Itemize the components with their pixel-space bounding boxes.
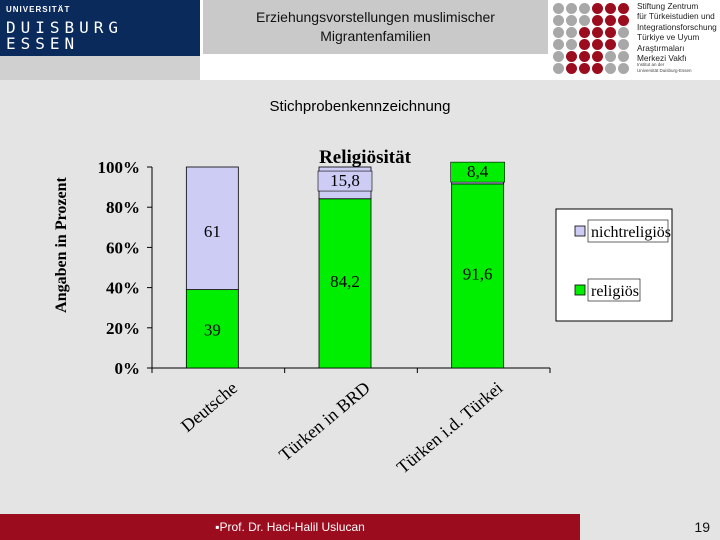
- legend-swatch-nichtreligioes: [574, 225, 586, 237]
- logo-dot: [618, 27, 629, 38]
- data-label-nichtreligioes: 8,4: [467, 162, 489, 181]
- legend-label-religioes: religiös: [591, 283, 639, 300]
- university-name-line1: DUISBURG: [6, 18, 124, 37]
- logo-dot: [566, 63, 577, 74]
- logo-strip: [0, 56, 200, 80]
- logo-dot: [618, 3, 629, 14]
- data-label-box: [450, 161, 505, 183]
- institute-line: Türkiye ve Uyum: [637, 32, 700, 43]
- logo-dot: [605, 39, 616, 50]
- logo-dot: [592, 15, 603, 26]
- y-tick-label: 80%: [106, 198, 140, 217]
- bar-religioes: [185, 289, 239, 369]
- y-tick-label: 100%: [98, 158, 141, 177]
- data-label-religioes: 91,6: [463, 265, 493, 284]
- y-axis-label: Angaben in Prozent: [53, 176, 70, 312]
- institute-line: Merkezi Vakfı: [637, 53, 687, 64]
- footer-bar: ▪Prof. Dr. Haci-Halil Uslucan: [0, 514, 580, 540]
- logo-dot: [618, 39, 629, 50]
- footer-author: ▪Prof. Dr. Haci-Halil Uslucan: [215, 520, 365, 534]
- bar-religioes: [318, 198, 372, 369]
- university-logo: UNIVERSITÄT DUISBURG ESSEN: [0, 0, 200, 56]
- logo-dot: [566, 51, 577, 62]
- logo-dot: [553, 39, 564, 50]
- affiliation-line: Institut an der: [637, 62, 665, 67]
- university-name-line2: ESSEN: [6, 34, 80, 53]
- institute-affiliation: Institut an der Universität Duisburg-Ess…: [637, 62, 692, 73]
- legend-label-box: [587, 278, 641, 302]
- y-tick-label: 0%: [115, 359, 141, 378]
- data-label-nichtreligioes: 15,8: [330, 171, 360, 190]
- logo-dot: [579, 15, 590, 26]
- header: UNIVERSITÄT DUISBURG ESSEN Erziehungsvor…: [0, 0, 720, 80]
- university-label: UNIVERSITÄT: [6, 5, 71, 14]
- y-tick-label: 40%: [106, 279, 140, 298]
- institute-line: für Türkeistudien und: [637, 11, 715, 22]
- page-number: 19: [694, 519, 710, 535]
- affiliation-line: Universität Duisburg-Essen: [637, 67, 692, 73]
- institute-line: Stiftung Zentrum: [637, 1, 699, 11]
- logo-dot: [579, 3, 590, 14]
- data-label-box: [317, 170, 373, 192]
- logo-dot: [566, 15, 577, 26]
- logo-dot: [592, 63, 603, 74]
- bar-nichtreligioes: [185, 166, 239, 291]
- institute-logo-dots: [553, 3, 633, 75]
- logo-dot: [566, 3, 577, 14]
- y-tick-label: 20%: [106, 319, 140, 338]
- logo-dot: [605, 63, 616, 74]
- logo-dot: [553, 51, 564, 62]
- logo-dot: [592, 27, 603, 38]
- presentation-title: Erziehungsvorstellungen muslimischer Mig…: [203, 0, 548, 54]
- logo-dot: [579, 27, 590, 38]
- bar-religioes: [451, 183, 505, 369]
- logo-dot: [592, 51, 603, 62]
- title-line-1: Erziehungsvorstellungen muslimischer: [256, 9, 495, 25]
- legend-label-box: [587, 219, 669, 243]
- logo-dot: [566, 27, 577, 38]
- institute-line: Araştırmaları: [637, 42, 685, 53]
- logo-dot: [553, 3, 564, 14]
- logo-dot: [605, 51, 616, 62]
- data-label-nichtreligioes: 61: [204, 222, 221, 241]
- logo-dot: [605, 27, 616, 38]
- title-line-2: Migrantenfamilien: [320, 28, 431, 44]
- x-category-label: Türken i.d. Türkei: [393, 378, 507, 478]
- logo-dot: [553, 15, 564, 26]
- logo-dot: [618, 51, 629, 62]
- chart-title: Religiösität: [319, 147, 411, 168]
- x-category-label: Türken in BRD: [275, 378, 374, 465]
- data-label-religioes: 84,2: [330, 272, 360, 291]
- y-tick-label: 60%: [106, 238, 140, 257]
- logo-dot: [566, 39, 577, 50]
- legend-swatch-religioes: [574, 284, 586, 296]
- institute-name: Stiftung Zentrum für Türkeistudien und I…: [637, 1, 720, 63]
- logo-dot: [553, 63, 564, 74]
- logo-dot: [618, 63, 629, 74]
- logo-dot: [579, 39, 590, 50]
- logo-dot: [553, 27, 564, 38]
- religiositaet-chart: Religiösität Angaben in Prozent 0% 20% 40% 60…: [53, 147, 673, 478]
- logo-dot: [592, 39, 603, 50]
- logo-dot: [579, 51, 590, 62]
- data-label-religioes: 39: [204, 321, 221, 340]
- logo-dot: [605, 3, 616, 14]
- logo-dot: [618, 15, 629, 26]
- logo-dot: [579, 63, 590, 74]
- x-category-label: Deutsche: [177, 378, 241, 436]
- institute-line: Integrationsforschung: [637, 21, 717, 32]
- slide-subtitle: Stichprobenkennzeichnung: [269, 98, 451, 115]
- logo-dot: [605, 15, 616, 26]
- legend-label-nichtreligioes: nichtreligiös: [591, 224, 671, 241]
- logo-dot: [592, 3, 603, 14]
